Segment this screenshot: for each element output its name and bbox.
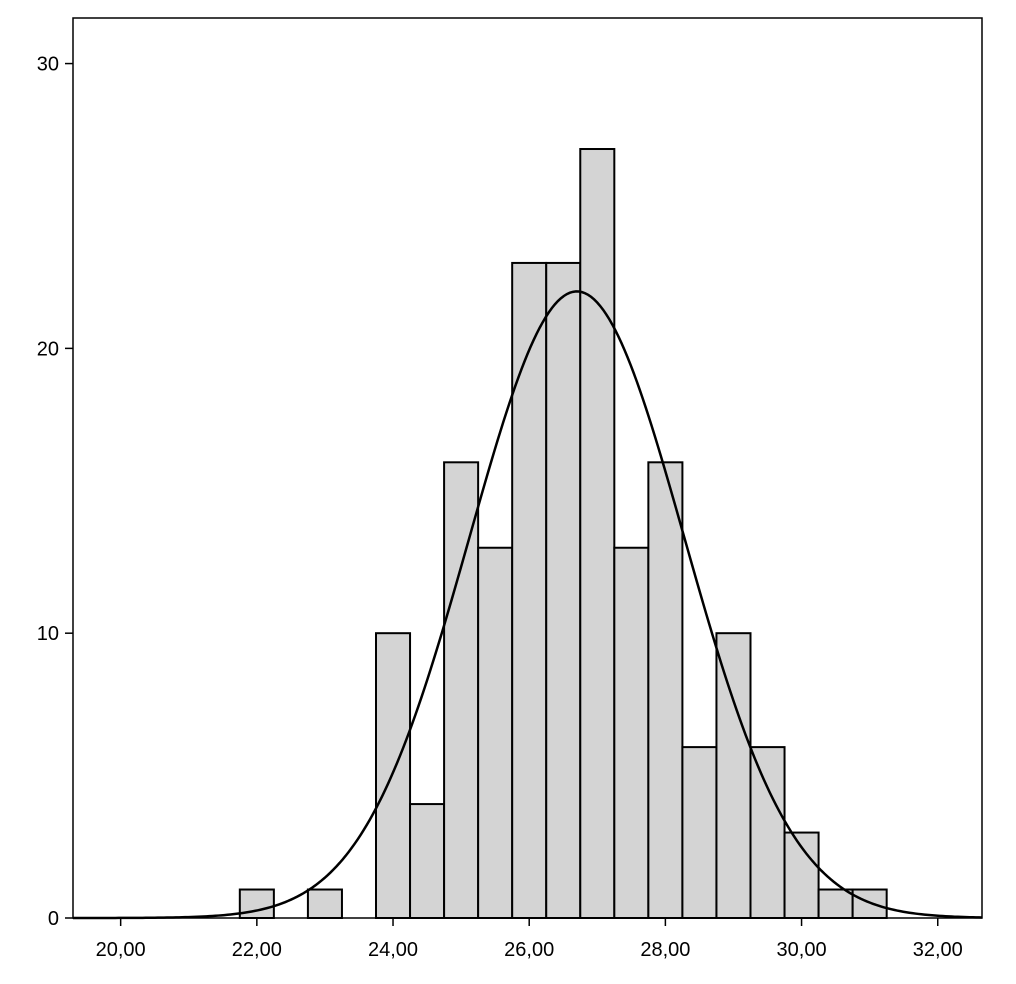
- y-axis: 0 10 20 30: [37, 54, 73, 930]
- histogram-bars: [238, 148, 888, 920]
- histogram-bar-1: [306, 888, 343, 919]
- x-axis: 20,00 22,00 24,00 26,00 28,00 30,00 32,00: [96, 918, 963, 961]
- histogram-bar-15: [817, 888, 854, 919]
- plot-frame: [72, 17, 983, 919]
- x-tick-label-2: 24,00: [368, 939, 418, 961]
- x-tick-label-6: 32,00: [913, 939, 963, 961]
- histogram-bar-12: [715, 632, 752, 919]
- histogram-bar-11: [681, 746, 718, 920]
- histogram-bar-6: [511, 261, 548, 919]
- histogram-bar-13: [749, 746, 786, 920]
- histogram-bar-3: [409, 803, 446, 919]
- histogram-bar-5: [477, 546, 514, 919]
- y-tick-label-1: 10: [37, 623, 59, 645]
- x-tick-label-1: 22,00: [232, 939, 282, 961]
- histogram-bar-4: [443, 461, 480, 919]
- x-tick-label-3: 26,00: [504, 939, 554, 961]
- histogram-bar-9: [613, 546, 650, 919]
- normal-curve: [73, 290, 983, 920]
- y-tick-label-2: 20: [37, 338, 59, 360]
- y-tick-label-3: 30: [37, 54, 59, 76]
- x-tick-label-5: 30,00: [777, 939, 827, 961]
- histogram-bar-10: [647, 461, 684, 919]
- x-tick-label-0: 20,00: [96, 939, 146, 961]
- histogram-bar-7: [545, 261, 582, 919]
- histogram-bar-8: [579, 148, 616, 920]
- x-tick-label-4: 28,00: [640, 939, 690, 961]
- y-tick-label-0: 0: [48, 908, 59, 930]
